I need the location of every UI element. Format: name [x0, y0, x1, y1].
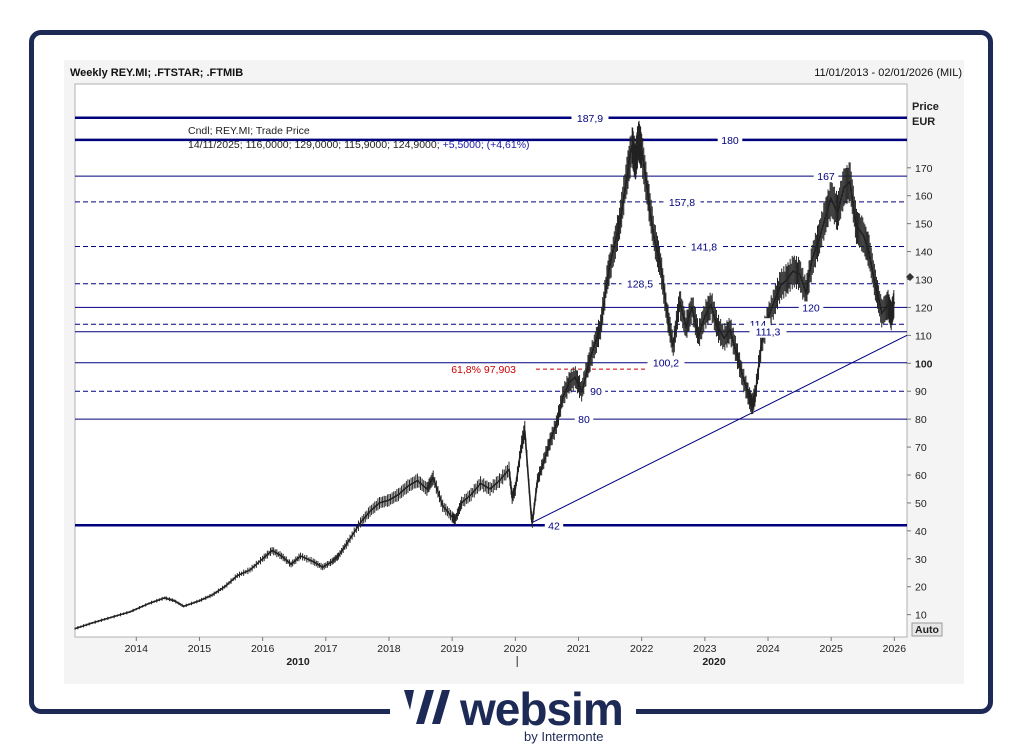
x-tick-label: 2018 — [377, 643, 401, 655]
x-tick-label: 2020 — [504, 643, 528, 655]
y-axis: 10 20 30 40 50 60 70 80 90 100 110 120 130 140 150 160 1… — [907, 163, 933, 622]
brand-name: websim — [460, 683, 624, 735]
x-tick-label: 2026 — [883, 643, 907, 655]
y-tick-label: 140 — [915, 247, 933, 259]
level-label-bg — [685, 240, 723, 253]
x-decade-label: 2020 — [702, 656, 726, 668]
y-tick-label: 170 — [915, 163, 933, 175]
fib-label: 61,8% 97,903 — [451, 364, 516, 376]
y-tick-label: 70 — [915, 442, 927, 454]
y-tick-label: 30 — [915, 554, 927, 566]
level-label-bg — [586, 385, 606, 398]
y-tick-label: 130 — [915, 275, 933, 287]
x-tick-label: 2019 — [440, 643, 464, 655]
currency-label: EUR — [912, 116, 935, 128]
price-series — [74, 120, 896, 630]
y-tick-label: 100 — [915, 358, 933, 370]
plot-area — [74, 83, 908, 638]
y-tick-label: 120 — [915, 302, 933, 314]
level-label: 141,8 — [691, 242, 717, 254]
chart-title: Weekly REY.MI; .FTSTAR; .FTMIB — [70, 67, 244, 79]
price-axis-title: Price — [912, 101, 939, 113]
level-label: 80 — [578, 414, 590, 426]
level-label: 157,8 — [669, 197, 695, 209]
level-label: 100,2 — [653, 358, 679, 370]
level-label-bg — [663, 195, 701, 208]
x-tick-label: 2025 — [820, 643, 844, 655]
level-label: 111,3 — [756, 327, 781, 339]
auto-scale-button[interactable]: Auto — [911, 622, 943, 637]
x-tick-label: 2017 — [314, 643, 338, 655]
brand-subtitle: by Intermonte — [524, 729, 604, 744]
level-label: 180 — [721, 135, 739, 147]
y-tick-label: 110 — [915, 330, 932, 342]
trendline-layer — [532, 334, 908, 523]
date-range: 11/01/2013 - 02/01/2026 (MIL) — [814, 67, 962, 79]
level-label: 187,9 — [577, 113, 603, 125]
legend-ohlc: 14/11/2025; 116,0000; 129,0000; 115,9000… — [188, 139, 440, 151]
x-tick-label: 2016 — [251, 643, 275, 655]
x-tick-label: 2014 — [125, 643, 149, 655]
y-tick-label: 90 — [915, 386, 927, 398]
level-label: 90 — [590, 386, 602, 398]
y-tick-label: 50 — [915, 498, 927, 510]
level-label-bg — [574, 413, 594, 426]
level-label-bg — [647, 356, 685, 369]
last-price-marker-icon — [906, 273, 914, 281]
level-label-bg — [571, 111, 609, 124]
legend-line-2: 14/11/2025; 116,0000; 129,0000; 115,9000… — [188, 139, 530, 151]
websim-mark-icon — [404, 690, 450, 724]
x-tick-label: 2015 — [188, 643, 212, 655]
level-label: 167 — [817, 171, 835, 183]
y-tick-label: 150 — [915, 219, 933, 231]
auto-button-label: Auto — [915, 624, 939, 636]
level-labels-layer: 187,9180167157,8141,8128,5120114111,3100… — [451, 111, 839, 532]
x-tick-label: 2021 — [567, 643, 591, 655]
x-axis: 2014 2015 2016 2017 2018 2019 2020 2021 2022 2023… — [125, 637, 907, 668]
y-tick-label: 60 — [915, 470, 927, 482]
y-tick-label: 80 — [915, 414, 927, 426]
legend-change: +5,5000; (+4,61%) — [443, 139, 530, 151]
trendline — [532, 334, 908, 523]
level-label-bg — [798, 301, 824, 314]
websim-logo: websim by Intermonte — [390, 683, 636, 748]
y-tick-label: 160 — [915, 191, 933, 203]
y-tick-label: 40 — [915, 526, 927, 538]
x-tick-label: 2022 — [630, 643, 654, 655]
y-tick-label: 10 — [915, 610, 927, 622]
level-label: 120 — [802, 302, 820, 314]
level-label-bg — [717, 133, 743, 146]
y-tick-label: 20 — [915, 582, 927, 594]
x-tick-label: 2024 — [756, 643, 780, 655]
level-label-bg — [544, 519, 564, 532]
level-label-bg — [749, 325, 787, 338]
x-decade-label: 2010 — [286, 656, 310, 668]
level-label: 128,5 — [627, 279, 653, 291]
x-tick-label: 2023 — [693, 643, 717, 655]
legend-line-1: Cndl; REY.MI; Trade Price — [188, 125, 310, 137]
level-label-bg — [813, 170, 839, 183]
level-label: 42 — [548, 520, 560, 532]
level-label-bg — [621, 277, 659, 290]
